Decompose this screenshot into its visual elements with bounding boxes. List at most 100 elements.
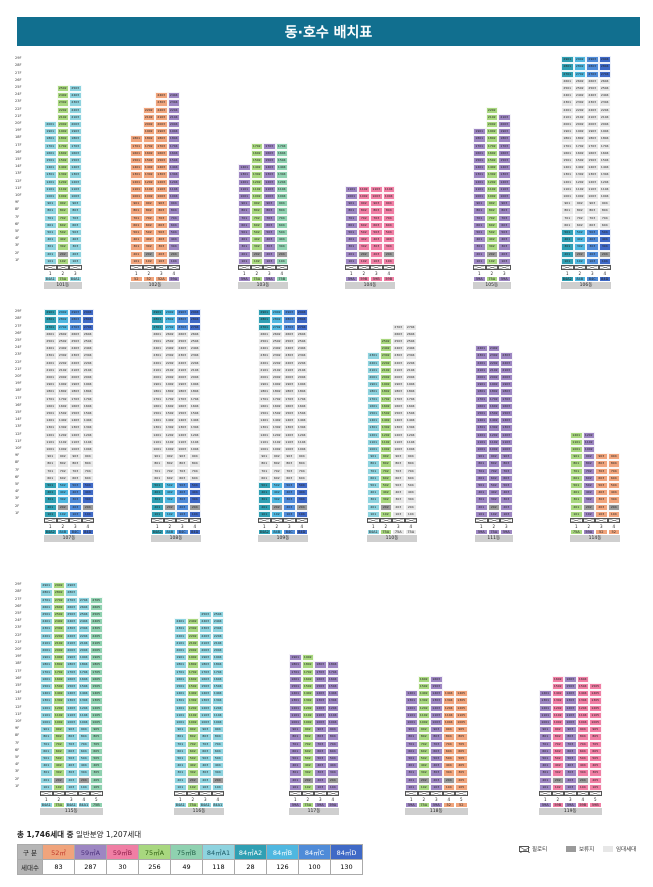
unit-cell: 304 [442, 769, 455, 777]
unit-cell: 103 [199, 783, 212, 791]
unit-cell: 304 [326, 769, 339, 777]
unit-cell: 304 [188, 496, 201, 504]
unit-number: 3 [590, 271, 594, 276]
unit-cell: 702 [250, 214, 263, 222]
unit-cell: 203 [155, 250, 168, 258]
floor-label: 17F [15, 395, 22, 400]
unit-cell: 2303 [69, 352, 82, 360]
floor-label: 9F [15, 726, 20, 731]
unit-cell: 401 [258, 489, 271, 497]
unit-cell: 2701 [44, 323, 57, 331]
unit-cell: 2404 [211, 618, 224, 626]
unit-cell: 903 [263, 200, 276, 208]
unit-cell: 2302 [379, 352, 392, 360]
unit-cell: 1101 [174, 711, 187, 719]
unit-cell: 1604 [598, 149, 611, 157]
unit-cell: 1803 [586, 135, 599, 143]
unit-cell: 2304 [77, 625, 90, 633]
unit-cell: 2004 [167, 121, 180, 129]
unit-cell: 704 [275, 214, 288, 222]
floor-label: 15F [15, 683, 22, 687]
unit-cell: 401 [44, 236, 57, 244]
unit-cell: 2702 [163, 323, 176, 331]
unit-cell: 1101 [570, 438, 583, 446]
unit-cell: 203 [586, 250, 599, 258]
unit-cell: 701 [40, 740, 53, 748]
floor-label: 24F [15, 618, 22, 623]
unit-cell: 2504 [295, 338, 308, 346]
unit-cell: 1704 [404, 395, 417, 403]
unit-cell: 1404 [81, 417, 94, 425]
unit-cell: 2503 [69, 338, 82, 346]
unit-cell: 1101 [367, 438, 380, 446]
unit-cell: 1302 [573, 171, 586, 179]
unit-cell: 2002 [186, 647, 199, 655]
unit-cell: 1204 [188, 431, 201, 439]
unit-cell: 402 [186, 762, 199, 770]
unit-cell: 1301 [151, 424, 164, 432]
unit-type-label: 59A [405, 802, 418, 808]
pilotis-cell [430, 791, 443, 796]
building-name: 106동 [561, 282, 611, 289]
unit-cell: 303 [370, 243, 383, 251]
unit-cell: 702 [417, 740, 430, 748]
unit-cell: 1802 [186, 661, 199, 669]
unit-cell: 2002 [52, 647, 65, 655]
unit-cell: 703 [199, 740, 212, 748]
unit-cell: 1005 [589, 719, 602, 727]
unit-cell: 305 [90, 769, 103, 777]
pilotis-cell [404, 518, 417, 523]
unit-cell: 1203 [498, 178, 511, 186]
unit-number: 2 [275, 524, 279, 529]
unit-cell: 2201 [174, 632, 187, 640]
unit-cell: 2303 [69, 99, 82, 107]
unit-cell: 2401 [174, 618, 187, 626]
unit-cell: 2703 [283, 323, 296, 331]
legend-count-cell: 118 [202, 859, 235, 875]
unit-cell: 2501 [44, 338, 57, 346]
unit-cell: 302 [52, 769, 65, 777]
unit-cell: 1901 [44, 128, 57, 136]
pilotis-cell [186, 791, 199, 796]
unit-number: 4 [387, 271, 391, 276]
unit-cell: 101 [174, 783, 187, 791]
unit-type-label: 59B [357, 276, 370, 282]
unit-number: 2 [255, 271, 259, 276]
unit-cell: 1405 [589, 690, 602, 698]
unit-cell: 104 [576, 783, 589, 791]
unit-cell: 1701 [289, 668, 302, 676]
pilotis-cell [487, 518, 500, 523]
unit-cell: 202 [301, 776, 314, 784]
unit-cell: 2802 [270, 316, 283, 324]
unit-cell: 902 [270, 453, 283, 461]
unit-cell: 703 [314, 740, 327, 748]
unit-cell: 902 [573, 200, 586, 208]
unit-cell: 2102 [142, 113, 155, 121]
floor-label: 15F [15, 410, 22, 414]
unit-cell: 401 [40, 762, 53, 770]
unit-cell: 303 [595, 496, 608, 504]
unit-type-label: 52 [130, 276, 143, 282]
unit-cell: 604 [188, 474, 201, 482]
unit-type-label: 84B [163, 529, 176, 535]
unit-cell: 803 [392, 460, 405, 468]
unit-cell: 1004 [598, 193, 611, 201]
unit-cell: 1804 [404, 388, 417, 396]
unit-cell: 2202 [52, 632, 65, 640]
unit-cell: 603 [564, 747, 577, 755]
unit-cell: 803 [314, 733, 327, 741]
unit-cell: 2204 [404, 359, 417, 367]
unit-cell: 1601 [473, 149, 486, 157]
unit-cell: 1904 [77, 654, 90, 662]
unit-cell: 2102 [56, 366, 69, 374]
unit-cell: 1601 [367, 402, 380, 410]
unit-cell: 1904 [81, 381, 94, 389]
unit-cell: 1805 [90, 661, 103, 669]
unit-cell: 702 [551, 740, 564, 748]
unit-cell: 1101 [473, 185, 486, 193]
unit-cell: 1302 [487, 424, 500, 432]
unit-cell: 901 [561, 200, 574, 208]
unit-cell: 903 [176, 453, 189, 461]
unit-cell: 1703 [155, 142, 168, 150]
unit-cell: 1501 [151, 410, 164, 418]
